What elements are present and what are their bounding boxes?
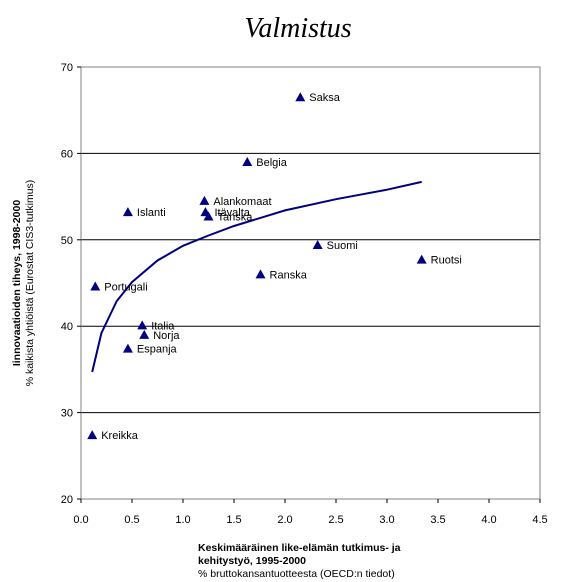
data-point-saksa xyxy=(295,92,306,102)
point-label-ranska: Ranska xyxy=(270,269,308,281)
x-axis-ticks: 0.0 0.5 1.0 1.5 2.0 2.5 3.0 3.5 4.0 4.5 xyxy=(73,499,548,526)
y-axis-ticks: 20 30 40 50 60 70 xyxy=(61,62,81,506)
trend-curve xyxy=(91,180,422,373)
x-axis-title: Keskimääräinen like-elämän tutkimus- ja … xyxy=(198,542,401,580)
x-tick-label: 1.0 xyxy=(175,514,190,526)
x-tick-label: 1.5 xyxy=(226,514,241,526)
y-axis-title: Iinnovaatioiden tiheys, 1998-2000 % kaik… xyxy=(11,180,36,387)
y-tick-label: 60 xyxy=(61,148,73,160)
x-tick-label: 3.5 xyxy=(430,514,445,526)
plot-area-frame xyxy=(80,66,541,500)
data-point-espanja xyxy=(122,343,133,353)
point-label-norja: Norja xyxy=(153,330,180,342)
point-label-islanti: Islanti xyxy=(137,207,166,219)
x-axis-title-line-2: kehitystyö, 1995-2000 xyxy=(198,555,306,567)
point-label-belgia: Belgia xyxy=(256,157,287,169)
data-point-ruotsi xyxy=(416,254,427,264)
chart-title: Valmistus xyxy=(244,13,351,44)
x-tick-label: 0.5 xyxy=(124,514,139,526)
y-axis-subtitle: % kaikista yhtiöistä (Eurostat CIS3-tutk… xyxy=(24,180,36,387)
y-axis-title-line: Iinnovaatioiden tiheys, 1998-2000 xyxy=(11,200,23,366)
point-label-kreikka: Kreikka xyxy=(101,430,139,442)
data-point-islanti xyxy=(122,207,133,217)
y-tick-label: 70 xyxy=(61,62,73,74)
point-label-portugali: Portugali xyxy=(104,281,147,293)
data-point-suomi xyxy=(312,239,323,249)
data-point-kreikka xyxy=(87,430,98,440)
x-tick-label: 2.5 xyxy=(328,514,343,526)
y-tick-label: 30 xyxy=(61,408,73,420)
y-tick-label: 20 xyxy=(61,494,73,506)
data-point-portugali xyxy=(90,281,101,291)
x-tick-label: 2.0 xyxy=(277,514,292,526)
point-label-itävalta: Itävalta xyxy=(214,207,250,219)
x-tick-label: 4.5 xyxy=(532,514,547,526)
x-axis-subtitle: % bruttokansantuotteesta (OECD:n tiedot) xyxy=(198,568,395,580)
data-point-alankomaat xyxy=(199,195,210,205)
point-label-suomi: Suomi xyxy=(327,240,358,252)
x-tick-label: 0.0 xyxy=(73,514,88,526)
data-points: Saksa Belgia Alankomaat Islanti ItävaltaTans… xyxy=(87,92,462,442)
point-label-alankomaat: Alankomaat xyxy=(213,196,271,208)
point-label-espanja: Espanja xyxy=(137,344,178,356)
x-tick-label: 4.0 xyxy=(481,514,496,526)
y-tick-label: 40 xyxy=(61,321,73,333)
data-point-belgia xyxy=(242,157,253,167)
data-point-norja xyxy=(139,329,150,339)
point-label-ruotsi: Ruotsi xyxy=(431,255,462,267)
y-tick-label: 50 xyxy=(61,235,73,247)
data-point-italia xyxy=(137,320,148,330)
data-point-ranska xyxy=(255,269,266,279)
grid-lines xyxy=(81,152,540,414)
x-axis-title-line-1: Keskimääräinen like-elämän tutkimus- ja xyxy=(198,542,401,554)
point-label-saksa: Saksa xyxy=(309,92,340,104)
point-label-tanska: Tanska xyxy=(218,211,254,223)
data-point-tanska xyxy=(203,211,214,221)
x-tick-label: 3.0 xyxy=(379,514,394,526)
point-label-italia: Italia xyxy=(151,320,175,332)
